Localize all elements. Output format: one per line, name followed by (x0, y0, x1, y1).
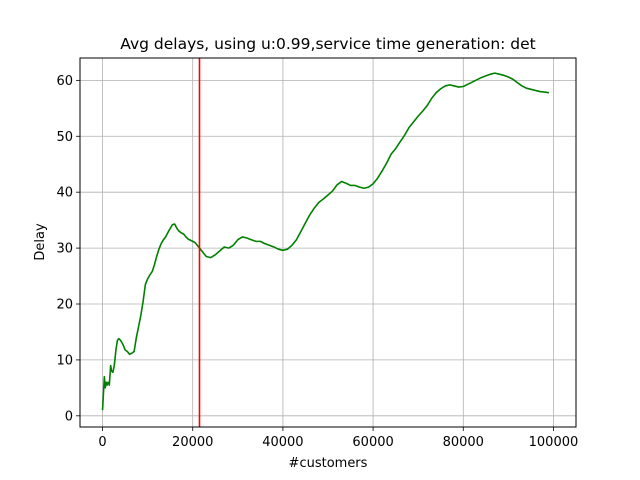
x-tick-label: 100000 (529, 435, 579, 450)
series-line (101, 72, 550, 411)
plot-frame (79, 57, 577, 428)
grid (80, 58, 576, 427)
x-tick-label: 60000 (352, 435, 393, 450)
y-tick-label: 40 (56, 186, 73, 201)
plot-data (101, 58, 550, 427)
x-axis-label: #customers (289, 456, 368, 471)
x-tick-label: 40000 (262, 435, 303, 450)
axis-ticks: 0 20000 40000 60000 80000 100000 0 10 20 30 40 50 60 (56, 74, 578, 450)
y-axis-label: Delay (33, 223, 48, 261)
y-tick-label: 0 (65, 409, 73, 424)
x-tick-label: 0 (98, 435, 106, 450)
y-tick-label: 20 (56, 298, 73, 313)
x-tick-label: 20000 (172, 435, 213, 450)
y-tick-label: 30 (56, 242, 73, 257)
y-tick-label: 10 (56, 353, 73, 368)
y-tick-label: 60 (56, 74, 73, 89)
y-tick-label: 50 (56, 130, 73, 145)
chart-title: Avg delays, using u:0.99,service time ge… (120, 35, 536, 53)
x-tick-label: 80000 (443, 435, 484, 450)
